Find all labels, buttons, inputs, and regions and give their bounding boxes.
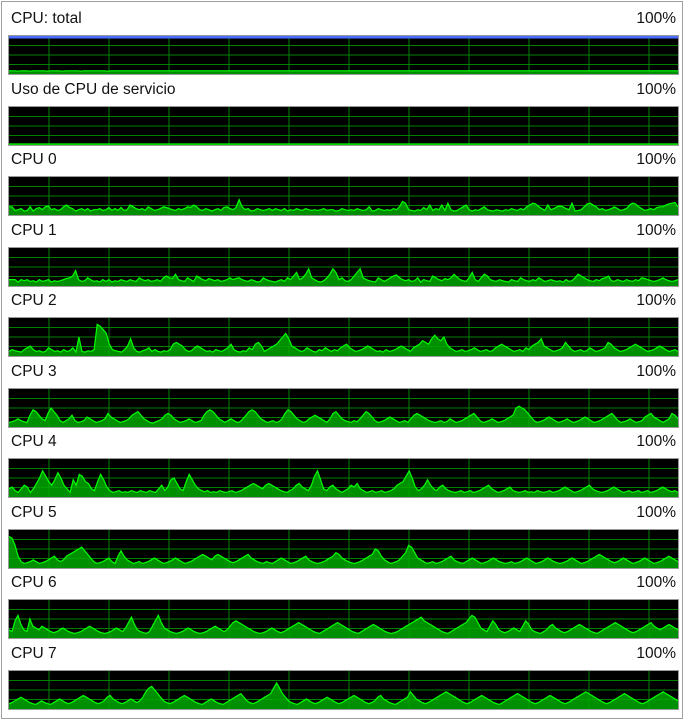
cpu-label: CPU 2 xyxy=(11,292,57,309)
cpu-usage-line xyxy=(9,323,678,354)
cpu-max-label: 100% xyxy=(636,81,676,98)
cpu-history-graph xyxy=(8,106,679,146)
cpu-usage-line xyxy=(9,535,678,565)
cpu-usage-area xyxy=(9,536,678,568)
cpu-label: CPU: total xyxy=(11,10,82,27)
cpu-usage-line xyxy=(9,405,678,424)
cpu-label: CPU 7 xyxy=(11,645,57,662)
cpu-graph-svg xyxy=(9,600,678,638)
cpu-max-label: 100% xyxy=(636,292,676,309)
cpu-usage-area xyxy=(9,199,678,215)
cpu-usage-line xyxy=(9,613,678,635)
cpu-max-label: 100% xyxy=(636,645,676,662)
cpu-usage-line xyxy=(9,681,678,706)
cpu-label: CPU 5 xyxy=(11,504,57,521)
cpu-label: Uso de CPU de servicio xyxy=(11,81,176,98)
cpu-graph-svg xyxy=(9,248,678,286)
cpu-history-graph xyxy=(8,176,679,216)
cpu-label: CPU 0 xyxy=(11,151,57,168)
cpu-usage-area xyxy=(9,268,678,286)
cpu-usage-area xyxy=(9,682,678,709)
cpu-history-graph xyxy=(8,458,679,498)
cpu-graph-svg xyxy=(9,36,678,74)
cpu-graph-svg xyxy=(9,318,678,356)
cpu-history-graph xyxy=(8,317,679,357)
cpu-history-graph xyxy=(8,599,679,639)
cpu-label: CPU 3 xyxy=(11,363,57,380)
cpu-graph-svg xyxy=(9,459,678,497)
graph-grid xyxy=(9,177,678,215)
cpu-graph-svg xyxy=(9,389,678,427)
cpu-graph-svg xyxy=(9,107,678,145)
cpu-history-graph xyxy=(8,35,679,75)
cpu-label: CPU 4 xyxy=(11,433,57,450)
cpu-max-label: 100% xyxy=(636,574,676,591)
cpu-max-label: 100% xyxy=(636,363,676,380)
cpu-label: CPU 1 xyxy=(11,222,57,239)
cpu-graph-svg xyxy=(9,177,678,215)
graph-grid xyxy=(9,248,678,286)
cpu-usage-area xyxy=(9,70,678,74)
cpu-max-label: 100% xyxy=(636,222,676,239)
cpu-graph-svg xyxy=(9,671,678,709)
cpu-max-label: 100% xyxy=(636,433,676,450)
cpu-usage-area xyxy=(9,470,678,497)
graph-grid xyxy=(9,107,678,145)
cpu-usage-line xyxy=(9,267,678,283)
graph-grid xyxy=(9,36,678,74)
cpu-total-cap-line xyxy=(9,36,678,39)
cpu-history-graph xyxy=(8,388,679,428)
cpu-graph-svg xyxy=(9,530,678,568)
cpu-usage-area xyxy=(9,324,678,356)
cpu-usage-area xyxy=(9,406,678,427)
cpu-history-graph xyxy=(8,247,679,287)
cpu-max-label: 100% xyxy=(636,504,676,521)
cpu-label: CPU 6 xyxy=(11,574,57,591)
cpu-max-label: 100% xyxy=(636,10,676,27)
cpu-max-label: 100% xyxy=(636,151,676,168)
cpu-history-graph xyxy=(8,670,679,710)
cpu-history-graph xyxy=(8,529,679,569)
cpu-usage-line xyxy=(9,197,678,212)
cpu-usage-line xyxy=(9,469,678,494)
